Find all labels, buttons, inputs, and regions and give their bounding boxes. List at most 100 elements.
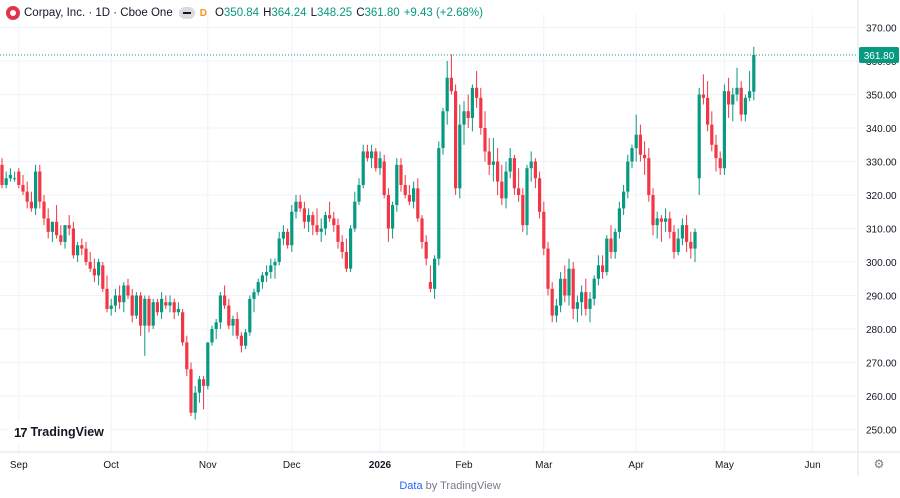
- tradingview-logo[interactable]: 17 TradingView: [8, 420, 110, 444]
- candle-body: [710, 124, 714, 145]
- candle: [281, 225, 285, 246]
- candle-body: [575, 302, 579, 309]
- candle-body: [592, 278, 596, 299]
- candle-body: [500, 181, 504, 199]
- candle: [185, 335, 189, 376]
- candle-body: [407, 195, 411, 202]
- candle-body: [25, 191, 29, 202]
- candle-body: [622, 191, 626, 209]
- candle: [479, 87, 483, 135]
- candle-body: [420, 218, 424, 242]
- candle-body: [315, 225, 319, 232]
- candle: [399, 158, 403, 192]
- candle: [38, 164, 42, 209]
- candle: [407, 184, 411, 206]
- y-tick-label: 260.00: [866, 392, 897, 403]
- candle: [735, 67, 739, 102]
- candle-body: [365, 151, 369, 159]
- data-link[interactable]: Data: [399, 480, 423, 492]
- candle-body: [378, 158, 382, 169]
- x-tick-label: May: [715, 460, 734, 471]
- company-logo-icon: [6, 6, 20, 20]
- candle-body: [223, 295, 227, 306]
- candle-body: [118, 295, 122, 303]
- candle: [286, 228, 290, 249]
- candle: [659, 215, 663, 242]
- change-value: +9.43 (+2.68%): [403, 7, 483, 19]
- candle-body: [370, 151, 374, 159]
- collapse-toggle-icon[interactable]: [178, 7, 195, 19]
- candle: [113, 288, 117, 313]
- candle-body: [617, 208, 621, 232]
- candle-body: [735, 87, 739, 95]
- candle-body: [134, 295, 138, 316]
- settings-gear-icon[interactable]: ⚙: [873, 457, 885, 471]
- candle: [210, 325, 214, 346]
- candle-body: [596, 265, 600, 279]
- candle-body: [647, 158, 651, 195]
- candle-body: [294, 201, 298, 212]
- symbol-title[interactable]: Corpay, Inc. · 1D · Cboe One: [24, 7, 173, 19]
- candle-body: [248, 298, 252, 333]
- candle-body: [88, 262, 92, 269]
- candle-body: [332, 218, 336, 226]
- candle: [752, 46, 756, 101]
- candle: [382, 154, 386, 199]
- candle: [97, 258, 101, 286]
- candle: [302, 201, 306, 229]
- y-tick-label: 300.00: [866, 258, 897, 269]
- candle: [139, 292, 143, 336]
- candle: [84, 241, 88, 266]
- candle-body: [525, 168, 529, 226]
- candle: [239, 332, 243, 353]
- candle: [693, 228, 697, 262]
- candle-body: [634, 134, 638, 149]
- symbol-legend: Corpay, Inc. · 1D · Cboe One D O 350.84 …: [6, 5, 487, 21]
- candle-body: [399, 164, 403, 185]
- candle-body: [571, 268, 575, 309]
- candle-body: [298, 201, 302, 209]
- candle: [580, 285, 584, 316]
- candle: [214, 318, 218, 340]
- low-label: L: [310, 7, 317, 19]
- candle: [269, 258, 273, 279]
- candle-body: [542, 211, 546, 249]
- candle-body: [340, 241, 344, 252]
- candle-body: [554, 305, 558, 316]
- candle: [374, 148, 378, 172]
- candle-body: [323, 215, 327, 229]
- candle: [701, 74, 705, 105]
- candle: [105, 275, 109, 313]
- candle-body: [76, 245, 80, 256]
- candle-body: [638, 134, 642, 155]
- candle: [294, 195, 298, 219]
- candle-body: [101, 265, 105, 289]
- candle: [626, 154, 630, 199]
- candle-body: [437, 148, 441, 259]
- x-tick-label: Oct: [103, 460, 119, 471]
- candle: [273, 258, 277, 279]
- candle-body: [193, 392, 197, 413]
- candle: [256, 278, 260, 296]
- candle-body: [470, 87, 474, 118]
- y-tick-label: 370.00: [866, 24, 897, 35]
- candle: [550, 282, 554, 323]
- candle-body: [336, 225, 340, 242]
- candle-body: [344, 251, 348, 269]
- candle: [63, 225, 67, 249]
- data-attribution: Data by TradingView: [0, 480, 900, 492]
- candle-body: [517, 188, 521, 195]
- candle: [134, 292, 138, 319]
- candle: [147, 295, 151, 333]
- candle: [202, 375, 206, 410]
- candle: [575, 295, 579, 323]
- candle-body: [475, 87, 479, 98]
- candle: [67, 215, 71, 236]
- candle: [529, 151, 533, 182]
- candle-body: [319, 228, 323, 232]
- candle-body: [277, 238, 281, 262]
- candle-body: [286, 231, 290, 246]
- candle: [475, 71, 479, 108]
- candle-body: [281, 231, 285, 239]
